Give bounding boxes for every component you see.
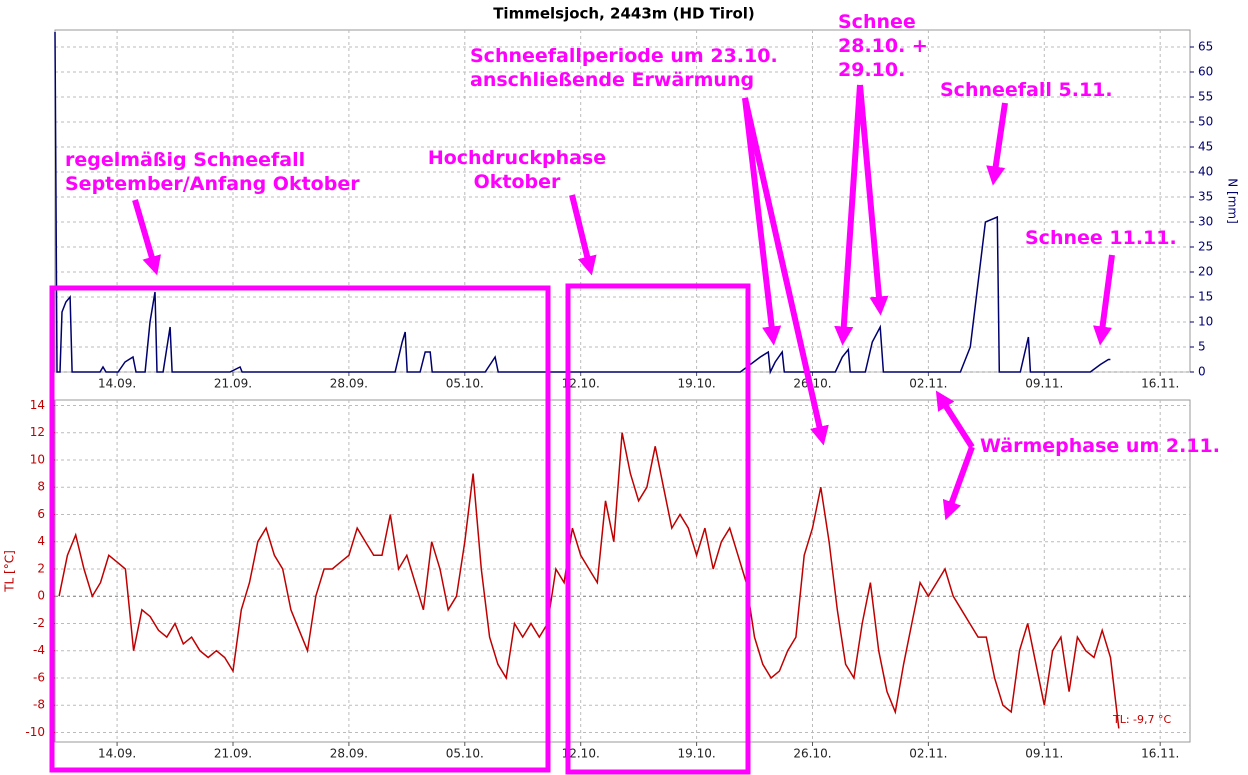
annotation-text: anschließende Erwärmung [470,69,754,91]
arrow [742,97,782,346]
data-line [54,31,1111,375]
annotation-text: Schnee 11.11. [1025,227,1177,249]
y-tick-label: 2 [37,561,45,575]
annotation-text: Hochdruckphase [428,147,606,169]
annotation-text: 29.10. [838,59,905,81]
chart-title: Timmelsjoch, 2443m (HD Tirol) [493,5,755,23]
y-tick-label: -10 [25,725,45,739]
y-tick-label: 45 [1198,140,1213,154]
x-tick-label: 09.11. [1025,377,1063,391]
plot-area [54,399,1191,743]
arrow [569,194,597,276]
y-tick-label: -8 [33,698,45,712]
arrow [132,199,161,276]
plot-area [54,29,1191,373]
annotation-text: 28.10. + [838,35,928,57]
y-tick-label: 10 [1198,315,1213,329]
x-tick-label: 05.10. [446,747,484,761]
annotation-text: Schneefallperiode um 23.10. [470,45,778,67]
x-tick-label: 16.11. [1141,377,1179,391]
x-tick-label: 28.09. [330,377,368,391]
last-value-label: TL: -9,7 °C [1112,713,1172,726]
y-tick-label: 6 [37,507,45,521]
y-tick-label: 50 [1198,115,1213,129]
arrow [742,97,829,446]
y-tick-label: 20 [1198,265,1213,279]
annotation-text: Schnee [838,11,916,33]
x-tick-label: 21.09. [214,377,252,391]
y-axis-label: N [mm] [1226,178,1240,224]
x-tick-label: 02.11. [909,747,947,761]
annotation-text: regelmäßig Schneefall [65,149,305,171]
y-tick-label: -4 [33,643,45,657]
y-tick-label: 0 [1198,365,1206,379]
arrow [857,84,889,316]
annotation-text: September/Anfang Oktober [65,173,360,195]
y-tick-label: 40 [1198,165,1213,179]
y-tick-label: -6 [33,670,45,684]
highlight-box [565,283,751,775]
annotation-text: Oktober [474,171,561,193]
y-tick-label: 60 [1198,65,1213,79]
arrow [834,84,863,346]
x-tick-label: 02.11. [909,377,947,391]
arrow [942,445,975,521]
y-tick-label: 55 [1198,90,1213,104]
x-tick-label: 28.09. [330,747,368,761]
y-tick-label: 30 [1198,215,1213,229]
x-tick-label: 19.10. [678,377,716,391]
arrow [986,102,1008,186]
x-tick-label: 14.09. [98,747,136,761]
x-tick-label: 12.10. [562,377,600,391]
highlight-box [49,285,551,773]
x-tick-label: 14.09. [98,377,136,391]
y-tick-label: 65 [1198,40,1213,54]
annotation-text: Schneefall 5.11. [940,79,1113,101]
y-tick-label: 25 [1198,240,1213,254]
y-tick-label: 8 [37,480,45,494]
x-tick-label: 12.10. [562,747,600,761]
y-tick-label: -2 [33,616,45,630]
y-axis-label: TL [°C] [3,550,17,593]
y-tick-label: 35 [1198,190,1213,204]
annotation-text: Wärmephase um 2.11. [980,435,1220,457]
y-tick-label: 4 [37,534,45,548]
arrow [935,390,975,449]
y-tick-label: 14 [30,398,45,412]
y-tick-label: 5 [1198,340,1206,354]
y-tick-label: 0 [37,589,45,603]
x-tick-label: 26.10. [793,747,831,761]
arrow [1092,254,1115,346]
x-tick-label: 21.09. [214,747,252,761]
x-tick-label: 16.11. [1141,747,1179,761]
y-tick-label: 12 [30,425,45,439]
x-tick-label: 05.10. [446,377,484,391]
x-tick-label: 19.10. [678,747,716,761]
x-tick-label: 09.11. [1025,747,1063,761]
data-line [58,432,1120,729]
y-tick-label: 10 [30,452,45,466]
y-tick-label: 15 [1198,290,1213,304]
